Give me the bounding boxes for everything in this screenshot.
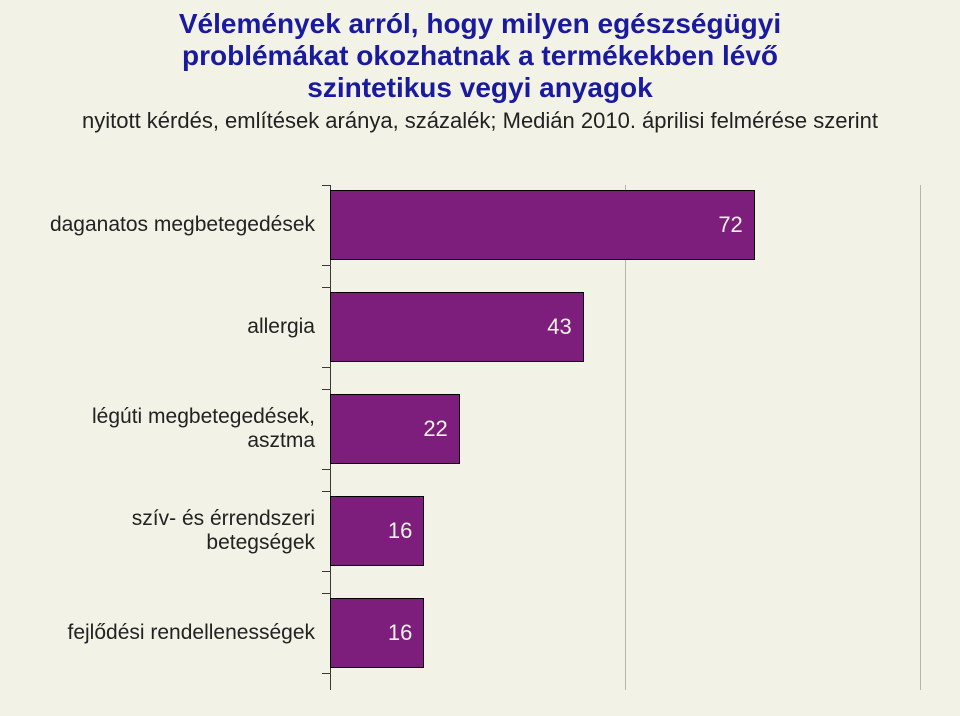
value-label: 43 <box>330 314 572 340</box>
grid-line <box>920 185 921 690</box>
chart-row: légúti megbetegedések, asztma 22 <box>40 389 920 469</box>
axis-tick <box>322 571 330 572</box>
axis-tick <box>322 491 330 492</box>
chart-title: Vélemények arról, hogy milyen egészségüg… <box>0 0 960 105</box>
value-label: 16 <box>330 620 412 646</box>
chart-row: daganatos megbetegedések 72 <box>40 185 920 265</box>
chart-row: allergia 43 <box>40 287 920 367</box>
title-line: szintetikus vegyi anyagok <box>307 72 652 103</box>
chart-row: szív- és érrendszeri betegségek 16 <box>40 491 920 571</box>
category-label: allergia <box>40 315 315 339</box>
axis-tick <box>322 469 330 470</box>
chart-area: daganatos megbetegedések 72 allergia 43 légú… <box>40 185 920 690</box>
value-label: 72 <box>330 212 743 238</box>
title-line: Vélemények arról, hogy milyen egészségüg… <box>179 8 781 39</box>
axis-tick <box>322 593 330 594</box>
chart-slide: Vélemények arról, hogy milyen egészségüg… <box>0 0 960 716</box>
title-line: problémákat okozhatnak a termékekben lév… <box>182 40 778 71</box>
axis-tick <box>322 287 330 288</box>
axis-tick <box>322 367 330 368</box>
axis-tick <box>322 185 330 186</box>
chart-subtitle: nyitott kérdés, említések aránya, százal… <box>0 105 960 135</box>
axis-tick <box>322 265 330 266</box>
axis-tick <box>322 673 330 674</box>
category-label: daganatos megbetegedések <box>40 213 315 237</box>
value-label: 22 <box>330 416 448 442</box>
value-label: 16 <box>330 518 412 544</box>
category-label: légúti megbetegedések, asztma <box>40 405 315 453</box>
chart-row: fejlődési rendellenességek 16 <box>40 593 920 673</box>
category-label: fejlődési rendellenességek <box>40 621 315 645</box>
axis-tick <box>322 389 330 390</box>
category-label: szív- és érrendszeri betegségek <box>40 507 315 555</box>
